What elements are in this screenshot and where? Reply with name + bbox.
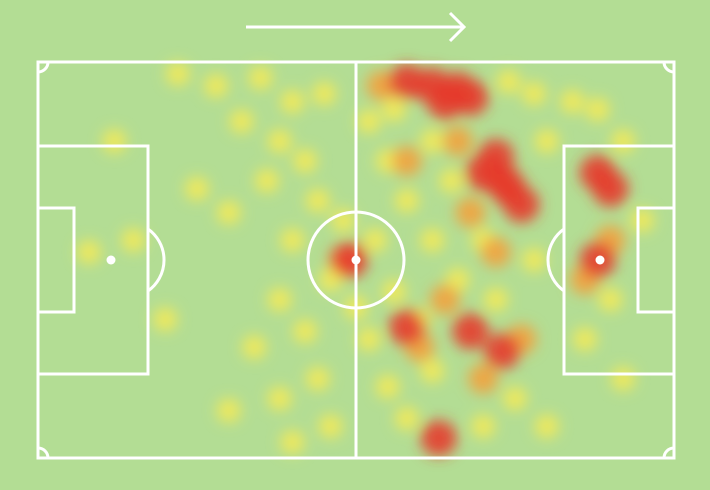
heat-spot [280,228,305,253]
heat-spot [420,358,445,383]
heat-spot [420,420,457,457]
heat-spot [229,109,254,134]
right-goal-area [636,206,676,314]
heat-spot [293,149,318,173]
heat-spot [598,287,623,312]
direction-arrow [246,11,467,43]
heat-spot [455,197,486,228]
left-penalty-arc [147,227,166,293]
heat-spot [480,237,511,268]
heat-spot [484,162,521,199]
heat-spot [185,176,209,201]
heat-spot [267,386,292,411]
center-circle [306,210,406,310]
heat-spot [391,146,422,176]
heat-spot [503,386,527,411]
heat-spot [496,69,521,94]
heat-spot [534,414,559,439]
heat-spot [560,89,585,114]
heat-spot [471,414,496,439]
heat-spot [280,89,305,114]
heat-spot [216,200,241,225]
heat-spot [611,129,636,154]
heat-spot [484,333,521,370]
heat-spot [445,267,470,292]
heat-spot [366,70,397,101]
heat-spot [534,129,559,154]
heat-spot [254,168,279,193]
heat-spot [305,188,330,213]
heat-spot [318,414,343,439]
heat-spot [356,109,381,134]
heat-spot [394,188,419,213]
heat-spot [522,81,547,106]
heat-layer [76,61,655,457]
corner-arcs [37,61,675,459]
heat-spot [267,287,292,312]
heat-spot [452,313,489,350]
heat-spot [280,430,305,455]
heat-spot [248,65,273,90]
heat-spot [331,242,368,278]
heat-spot [356,327,381,352]
heat-spot [611,366,636,391]
heat-spot [430,284,461,315]
heat-spot [630,208,655,233]
heat-spot [420,228,445,253]
heat-spot [572,327,597,352]
heat-spot [592,170,629,207]
heat-spot [121,228,146,253]
heat-spot [442,126,473,157]
heat-spot [585,97,610,122]
left-goal-area [36,206,76,314]
right-penalty-arc [546,227,565,293]
heat-spot [522,248,547,272]
left-penalty-spot [106,255,116,265]
heat-spot [375,374,400,399]
heat-spot [363,228,388,253]
heat-spot [204,73,229,98]
heat-spot [420,129,445,154]
heat-spot [216,398,241,423]
heat-spot [427,83,464,120]
heat-spot [388,309,425,346]
pitch-lines [36,60,676,460]
heat-spot [394,406,419,431]
heat-spot [305,366,330,391]
heat-spot [483,287,508,312]
heat-spot [382,279,407,304]
heat-spot [312,81,337,106]
heat-spot [267,129,292,154]
heat-spot [165,61,190,86]
heat-spot [382,97,407,122]
heat-spot [439,168,464,193]
heat-spot [76,240,101,265]
heat-spot [293,319,318,344]
heat-spot [242,335,267,360]
right-penalty-spot [595,255,605,265]
heat-spot [468,363,499,394]
heat-spot [318,267,343,292]
heat-spot [153,307,178,332]
heat-spot [102,129,127,154]
center-spot [351,255,361,265]
